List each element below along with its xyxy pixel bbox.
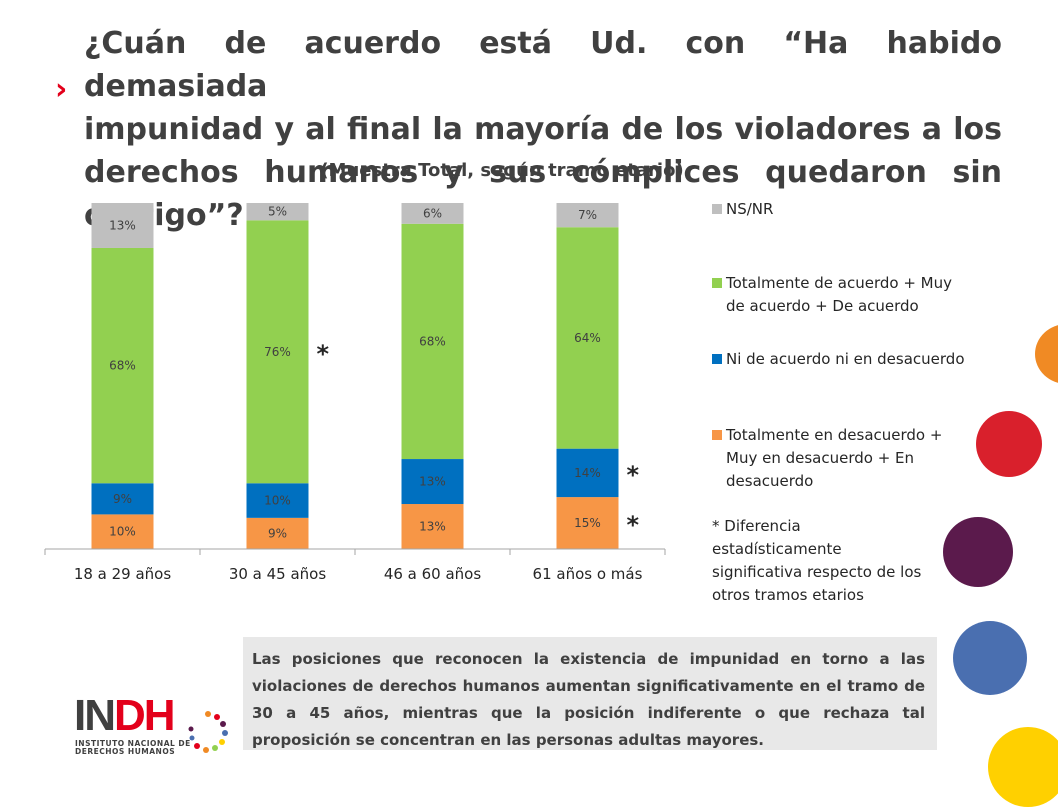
data-label: 76% [264, 345, 291, 359]
note-line: significativa respecto de los [712, 563, 922, 581]
data-label: 10% [109, 525, 136, 539]
decor-circle-red [976, 411, 1042, 477]
bar-segment [556, 203, 619, 228]
bar-segment [246, 517, 309, 549]
indh-logo: INDH INSTITUTO NACIONAL DE DERECHOS HUMA… [74, 694, 234, 758]
legend-swatch [712, 430, 722, 440]
legend-item-acuerdo: Totalmente de acuerdo + Muy de acuerdo +… [712, 272, 972, 318]
data-label: 13% [419, 475, 446, 489]
title-line-1: ¿Cuán de acuerdo está Ud. con “Ha habido… [84, 26, 1002, 104]
data-label: 68% [109, 359, 136, 373]
bar-segment [91, 483, 154, 515]
data-label: 9% [268, 526, 287, 540]
bar-segment [556, 448, 619, 498]
legend-label: Totalmente en desacuerdo + [726, 426, 943, 444]
summary-box: Las posiciones que reconocen la existenc… [243, 637, 937, 750]
bar-segment [91, 203, 154, 248]
data-label: 15% [574, 516, 601, 530]
legend-label: Muy en desacuerdo + En [726, 449, 915, 467]
chevron-right-icon: › [55, 72, 68, 107]
data-label: 68% [419, 334, 446, 348]
legend-label: Totalmente de acuerdo + Muy [726, 274, 952, 292]
note-line: estadísticamente [712, 540, 842, 558]
decor-circle-yellow [988, 727, 1058, 807]
bar-segment [246, 203, 309, 221]
significance-star: * [627, 461, 640, 489]
legend-label: Ni de acuerdo ni en desacuerdo [726, 350, 965, 368]
logo-subtitle: INSTITUTO NACIONAL DE DERECHOS HUMANOS [75, 740, 191, 756]
logo-wordmark: INDH [74, 691, 176, 740]
bar-segment [246, 483, 309, 518]
data-label: 14% [574, 466, 601, 480]
bar-segment [401, 203, 464, 224]
data-label: 10% [264, 494, 291, 508]
data-label: 13% [419, 520, 446, 534]
bar-segment [91, 247, 154, 484]
data-label: 9% [113, 492, 132, 506]
legend-swatch [712, 204, 722, 214]
data-label: 64% [574, 331, 601, 345]
data-label: 5% [268, 205, 287, 219]
bar-segment [556, 497, 619, 549]
bar-segment [91, 514, 154, 549]
significance-star: * [317, 340, 330, 368]
x-tick-label: 18 a 29 años [74, 565, 172, 583]
decor-circle-purple [943, 517, 1013, 587]
note-line: * Diferencia [712, 517, 801, 535]
legend-item-nsnr: NS/NR [712, 198, 972, 221]
legend-item-desacuerdo: Totalmente en desacuerdo + Muy en desacu… [712, 424, 972, 493]
legend-swatch [712, 354, 722, 364]
logo-word-dh: DH [114, 691, 176, 740]
bar-segment [556, 227, 619, 449]
legend-item-indiferente: Ni de acuerdo ni en desacuerdo [712, 348, 972, 371]
data-label: 7% [578, 208, 597, 222]
stacked-bar-chart: 10% 9% 68% 13% 18 a 29 años 9% 10% 76% 5% 30 a 45… [44, 203, 666, 583]
decor-circle-orange [1035, 324, 1058, 384]
summary-text: Las posiciones que reconocen la existenc… [252, 650, 925, 749]
legend-label: de acuerdo + De acuerdo [726, 297, 919, 315]
bar-segment [401, 504, 464, 549]
logo-sub-line-1: INSTITUTO NACIONAL DE [75, 739, 191, 748]
bar-segment [401, 459, 464, 505]
data-label: 13% [109, 218, 136, 232]
legend-label: desacuerdo [726, 472, 814, 490]
legend-swatch [712, 278, 722, 288]
x-tick-label: 61 años o más [533, 565, 643, 583]
chart-subtitle: (Muestra Total, según tramo etario) [320, 160, 684, 181]
logo-sub-line-2: DERECHOS HUMANOS [75, 747, 176, 756]
x-tick-label: 30 a 45 años [229, 565, 327, 583]
decor-circle-blue [953, 621, 1027, 695]
significance-star: * [627, 511, 640, 539]
bar-segment [246, 220, 309, 484]
logo-word-in: IN [74, 691, 116, 740]
significance-note: * Diferencia estadísticamente significat… [712, 515, 932, 607]
title-line-2: impunidad y al final la mayoría de los v… [84, 112, 1002, 147]
bar-segment [401, 223, 464, 460]
note-line: otros tramos etarios [712, 586, 864, 604]
x-tick-label: 46 a 60 años [384, 565, 482, 583]
data-label: 6% [423, 206, 442, 220]
legend-label: NS/NR [726, 200, 774, 218]
logo-dots-icon [188, 711, 228, 753]
